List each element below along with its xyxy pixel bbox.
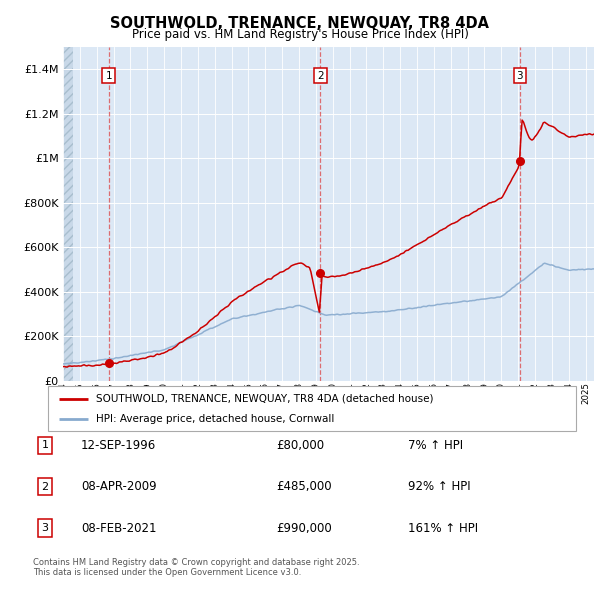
- Text: SOUTHWOLD, TRENANCE, NEWQUAY, TR8 4DA: SOUTHWOLD, TRENANCE, NEWQUAY, TR8 4DA: [110, 16, 490, 31]
- Text: SOUTHWOLD, TRENANCE, NEWQUAY, TR8 4DA (detached house): SOUTHWOLD, TRENANCE, NEWQUAY, TR8 4DA (d…: [95, 394, 433, 404]
- Text: 92% ↑ HPI: 92% ↑ HPI: [408, 480, 470, 493]
- Text: 1: 1: [106, 71, 112, 80]
- Text: 7% ↑ HPI: 7% ↑ HPI: [408, 439, 463, 452]
- Text: Contains HM Land Registry data © Crown copyright and database right 2025.
This d: Contains HM Land Registry data © Crown c…: [33, 558, 359, 577]
- Text: 08-FEB-2021: 08-FEB-2021: [81, 522, 157, 535]
- Text: 3: 3: [41, 523, 49, 533]
- Text: £990,000: £990,000: [276, 522, 332, 535]
- Text: 12-SEP-1996: 12-SEP-1996: [81, 439, 156, 452]
- Text: 2: 2: [317, 71, 324, 80]
- Text: £80,000: £80,000: [276, 439, 324, 452]
- Text: 3: 3: [517, 71, 523, 80]
- Text: 08-APR-2009: 08-APR-2009: [81, 480, 157, 493]
- Text: HPI: Average price, detached house, Cornwall: HPI: Average price, detached house, Corn…: [95, 414, 334, 424]
- Text: 2: 2: [41, 482, 49, 491]
- Text: 161% ↑ HPI: 161% ↑ HPI: [408, 522, 478, 535]
- Text: £485,000: £485,000: [276, 480, 332, 493]
- Text: 1: 1: [41, 441, 49, 450]
- Text: Price paid vs. HM Land Registry's House Price Index (HPI): Price paid vs. HM Land Registry's House …: [131, 28, 469, 41]
- Bar: [63, 47, 73, 381]
